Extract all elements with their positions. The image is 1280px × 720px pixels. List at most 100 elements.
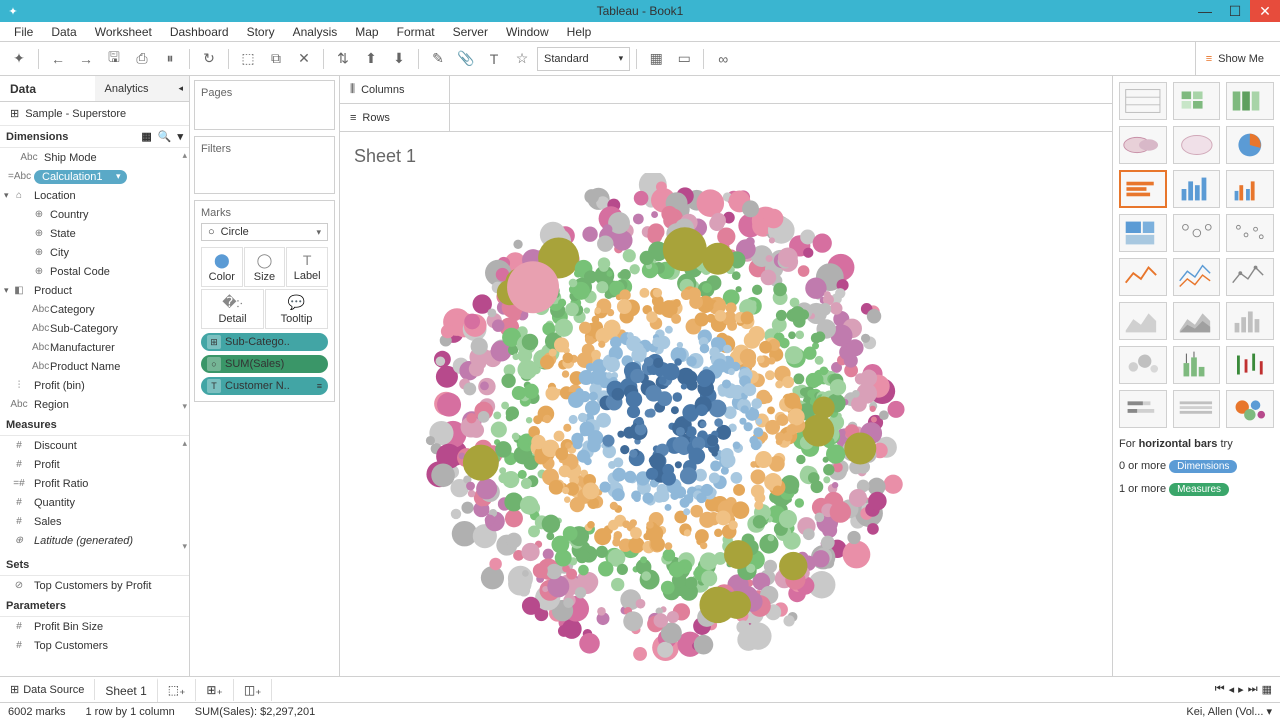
menu-file[interactable]: File (6, 23, 41, 41)
menu-format[interactable]: Format (389, 23, 443, 41)
field-region[interactable]: AbcRegion (0, 395, 189, 414)
show-me-button[interactable]: ≡ Show Me (1195, 42, 1274, 76)
chart-type-thumb[interactable] (1226, 258, 1274, 296)
field-calculation1[interactable]: =AbcCalculation1 (0, 167, 189, 186)
field-manufacturer[interactable]: AbcManufacturer (0, 338, 189, 357)
chart-type-thumb[interactable] (1119, 302, 1167, 340)
close-button[interactable]: ✕ (1250, 0, 1280, 22)
nav-prev-icon[interactable]: ◂ (1229, 683, 1235, 696)
pages-shelf[interactable]: Pages (194, 80, 335, 130)
columns-shelf[interactable]: ⫼Columns (340, 76, 450, 103)
field-postal-code[interactable]: ⊕Postal Code (0, 262, 189, 281)
sort-desc-button[interactable]: ⬇ (386, 46, 412, 72)
nav-first-icon[interactable]: ⏮ (1215, 683, 1225, 696)
back-button[interactable]: ← (45, 46, 71, 72)
menu-help[interactable]: Help (559, 23, 600, 41)
nav-last-icon[interactable]: ⏭ (1248, 683, 1258, 696)
chart-type-thumb[interactable] (1119, 82, 1167, 120)
field-location[interactable]: ▾⌂Location (0, 186, 189, 205)
menu-map[interactable]: Map (347, 23, 386, 41)
clear-button[interactable]: ✕ (291, 46, 317, 72)
field-product-name[interactable]: AbcProduct Name (0, 357, 189, 376)
pause-button[interactable]: ⏸ (157, 46, 183, 72)
chart-type-thumb[interactable] (1226, 390, 1274, 428)
field-latitude-generated-[interactable]: ⊕Latitude (generated) (0, 531, 189, 550)
chart-type-thumb[interactable] (1173, 126, 1221, 164)
field-state[interactable]: ⊕State (0, 224, 189, 243)
status-user[interactable]: Kei, Allen (Vol... ▾ (1186, 705, 1272, 718)
new-worksheet-button[interactable]: ⬚ (235, 46, 261, 72)
field-profit[interactable]: #Profit (0, 455, 189, 474)
field-category[interactable]: AbcCategory (0, 300, 189, 319)
pin-button[interactable]: ☆ (509, 46, 535, 72)
size-button[interactable]: ◯Size (244, 247, 286, 287)
maximize-button[interactable]: ☐ (1220, 0, 1250, 22)
nav-next-icon[interactable]: ▸ (1238, 683, 1244, 696)
chart-type-thumb[interactable] (1226, 214, 1274, 252)
search-icon[interactable]: 🔍 (158, 130, 172, 143)
chart-type-thumb[interactable] (1226, 170, 1274, 208)
share-button[interactable]: ∞ (710, 46, 736, 72)
chart-type-thumb[interactable] (1119, 346, 1167, 384)
field-top-customers[interactable]: #Top Customers (0, 636, 189, 655)
menu-dashboard[interactable]: Dashboard (162, 23, 237, 41)
minimize-button[interactable]: — (1190, 0, 1220, 22)
chart-type-thumb[interactable] (1119, 258, 1167, 296)
chart-type-thumb[interactable] (1226, 302, 1274, 340)
tab-data[interactable]: Data (0, 76, 95, 101)
chart-type-thumb[interactable] (1173, 390, 1221, 428)
datasource-row[interactable]: ⊞ Sample - Superstore (0, 102, 189, 126)
mark-pill[interactable]: ○SUM(Sales) (201, 355, 328, 373)
chart-type-thumb[interactable] (1173, 346, 1221, 384)
field-product[interactable]: ▾◧Product (0, 281, 189, 300)
chart-type-thumb[interactable] (1173, 302, 1221, 340)
chart-type-thumb[interactable] (1119, 126, 1167, 164)
menu-worksheet[interactable]: Worksheet (87, 23, 160, 41)
field-profit-bin-size[interactable]: #Profit Bin Size (0, 617, 189, 636)
forward-button[interactable]: → (73, 46, 99, 72)
chart-type-thumb[interactable] (1226, 126, 1274, 164)
highlight-button[interactable]: ✎ (425, 46, 451, 72)
sheet-title[interactable]: Sheet 1 (354, 146, 1102, 167)
field-top-customers-by-profit[interactable]: ⊘Top Customers by Profit (0, 576, 189, 595)
field-profit-bin-[interactable]: ⫶Profit (bin) (0, 376, 189, 395)
data-source-tab[interactable]: ⊞Data Source (0, 679, 95, 700)
chart-type-thumb[interactable] (1119, 214, 1167, 252)
presentation-button[interactable]: ▭ (671, 46, 697, 72)
field-city[interactable]: ⊕City (0, 243, 189, 262)
chart-type-thumb[interactable] (1226, 346, 1274, 384)
menu-story[interactable]: Story (239, 23, 283, 41)
fit-dropdown[interactable]: Standard▾ (537, 47, 630, 71)
new-datasource-button[interactable]: ⎙ (129, 46, 155, 72)
field-ship-mode[interactable]: AbcShip Mode (0, 148, 189, 167)
chart-type-thumb[interactable] (1173, 258, 1221, 296)
text-button[interactable]: T (481, 46, 507, 72)
tab-analytics[interactable]: Analytics◂ (95, 76, 190, 101)
sort-asc-button[interactable]: ⬆ (358, 46, 384, 72)
tooltip-button[interactable]: 💬Tooltip (265, 289, 328, 329)
duplicate-button[interactable]: ⧉ (263, 46, 289, 72)
rows-shelf[interactable]: ≡Rows (340, 104, 450, 131)
packed-bubbles-chart[interactable] (350, 173, 1102, 667)
new-dashboard-tab[interactable]: ⊞₊ (196, 679, 233, 701)
new-worksheet-tab[interactable]: ⬚₊ (158, 679, 197, 701)
chart-type-thumb[interactable] (1173, 82, 1221, 120)
start-icon[interactable]: ✦ (6, 46, 32, 72)
new-story-tab[interactable]: ◫₊ (234, 679, 273, 701)
menu-data[interactable]: Data (43, 23, 84, 41)
nav-menu-icon[interactable]: ▦ (1262, 683, 1272, 696)
menu-icon[interactable]: ▾ (177, 130, 183, 143)
menu-analysis[interactable]: Analysis (285, 23, 346, 41)
view-icon[interactable]: ▦ (141, 130, 151, 143)
filters-shelf[interactable]: Filters (194, 136, 335, 194)
field-sales[interactable]: #Sales (0, 512, 189, 531)
menu-server[interactable]: Server (445, 23, 496, 41)
mark-type-dropdown[interactable]: ○Circle (201, 223, 328, 241)
sheet-tab[interactable]: Sheet 1 (95, 678, 157, 702)
field-country[interactable]: ⊕Country (0, 205, 189, 224)
detail-button[interactable]: �჻Detail (201, 289, 264, 329)
group-button[interactable]: 📎 (453, 46, 479, 72)
cards-button[interactable]: ▦ (643, 46, 669, 72)
chart-type-thumb[interactable] (1173, 214, 1221, 252)
chart-type-thumb[interactable] (1119, 390, 1167, 428)
